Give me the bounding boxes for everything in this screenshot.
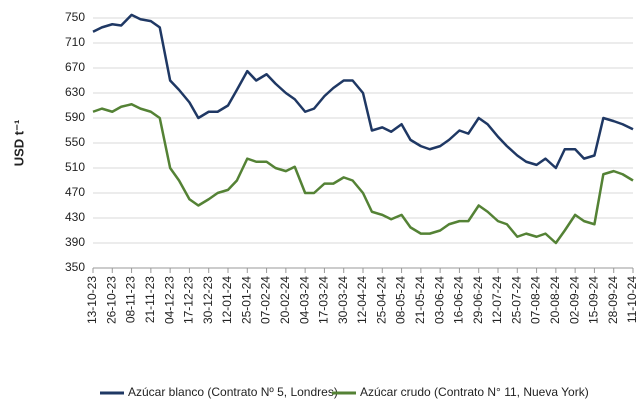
y-tick-label: 390 <box>65 235 85 249</box>
x-tick-label: 25-01-24 <box>239 276 253 324</box>
legend-label: Azúcar blanco (Contrato Nº 5, Londres) <box>128 385 338 399</box>
x-tick-label: 21-11-23 <box>143 276 157 323</box>
y-tick-label: 590 <box>65 110 85 124</box>
series-line <box>92 103 634 245</box>
x-tick-label: 21-05-24 <box>413 276 427 324</box>
y-axis-label: USD t⁻¹ <box>11 120 26 167</box>
x-tick-label: 03-06-24 <box>432 276 446 324</box>
x-tick-label: 02-09-24 <box>567 276 581 324</box>
x-tick-label: 25-04-24 <box>374 276 388 324</box>
y-tick-label: 630 <box>65 85 85 99</box>
x-tick-label: 25-07-24 <box>509 276 523 324</box>
x-tick-label: 17-03-24 <box>317 276 331 324</box>
y-tick-label: 750 <box>65 10 85 24</box>
y-tick-label: 350 <box>65 260 85 274</box>
y-tick-label: 550 <box>65 135 85 149</box>
legend-item: Azúcar crudo (Contrato N° 11, Nueva York… <box>332 385 589 399</box>
x-tick-label: 20-02-24 <box>278 276 292 324</box>
y-tick-label: 430 <box>65 210 85 224</box>
legend-item: Azúcar blanco (Contrato Nº 5, Londres) <box>100 385 338 399</box>
series-line <box>92 13 634 170</box>
x-tick-label: 30-03-24 <box>336 276 350 324</box>
x-tick-label: 04-03-24 <box>297 276 311 324</box>
x-tick-label: 20-08-24 <box>548 276 562 324</box>
x-tick-label: 11-10-24 <box>625 276 638 323</box>
y-tick-label: 710 <box>65 35 85 49</box>
x-tick-label: 29-06-24 <box>471 276 485 324</box>
x-tick-label: 15-09-24 <box>587 276 601 324</box>
x-tick-label: 07-02-24 <box>259 276 273 324</box>
x-tick-label: 12-04-24 <box>355 276 369 324</box>
y-tick-label: 670 <box>65 60 85 74</box>
x-tick-label: 30-12-23 <box>201 276 215 324</box>
y-tick-label: 510 <box>65 160 85 174</box>
x-tick-label: 04-12-23 <box>162 276 176 324</box>
x-tick-label: 17-12-23 <box>182 276 196 324</box>
x-tick-label: 26-10-23 <box>104 276 118 324</box>
x-tick-label: 07-08-24 <box>529 276 543 324</box>
x-tick-label: 08-11-23 <box>124 276 138 323</box>
x-tick-label: 16-06-24 <box>452 276 466 324</box>
y-tick-label: 470 <box>65 185 85 199</box>
x-tick-label: 13-10-23 <box>85 276 99 324</box>
legend-label: Azúcar crudo (Contrato N° 11, Nueva York… <box>360 385 589 399</box>
x-tick-label: 12-01-24 <box>220 276 234 324</box>
x-tick-label: 08-05-24 <box>394 276 408 324</box>
x-tick-label: 12-07-24 <box>490 276 504 324</box>
x-tick-label: 28-09-24 <box>606 276 620 324</box>
